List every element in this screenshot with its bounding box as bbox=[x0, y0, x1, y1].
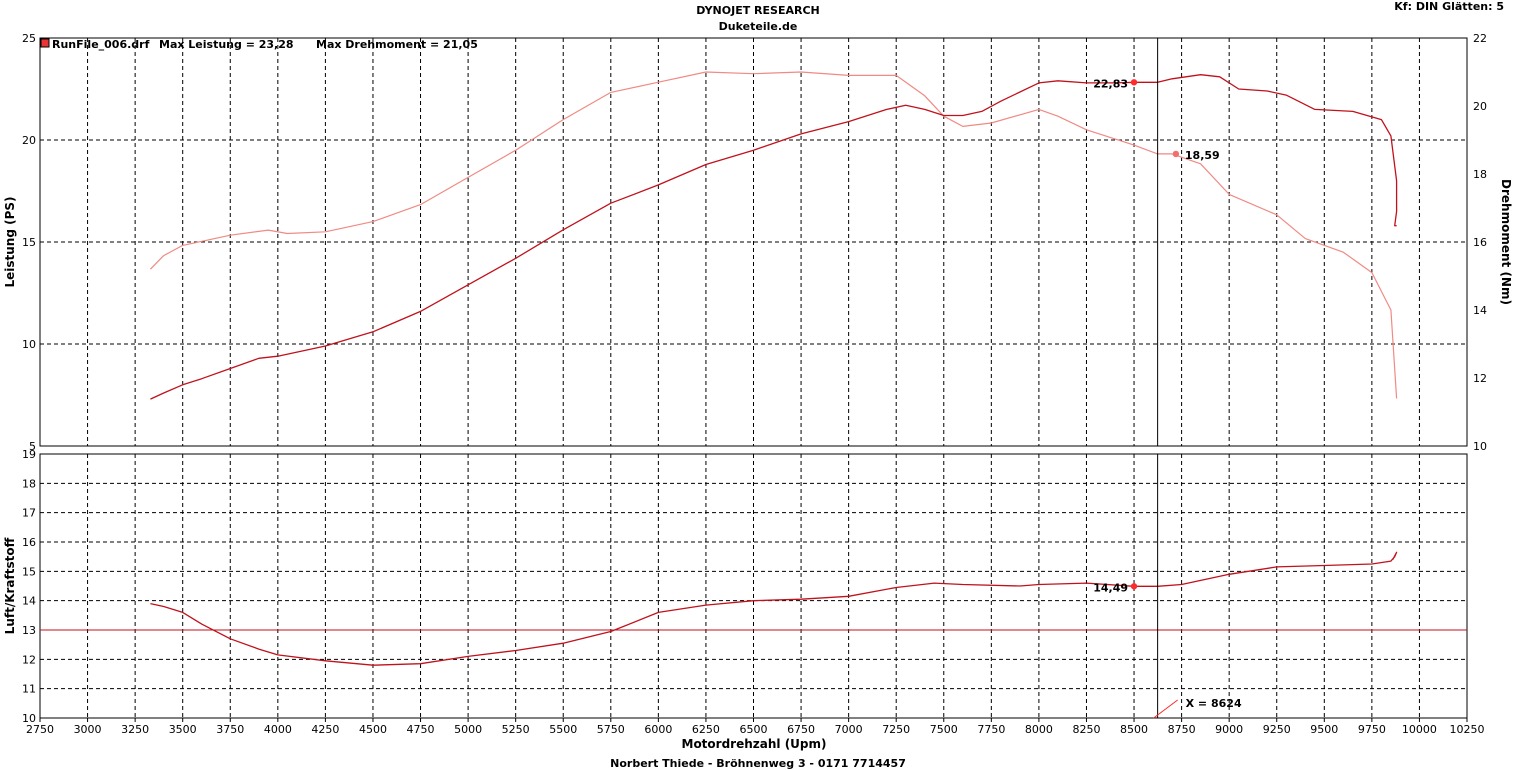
x-tick-label: 5250 bbox=[502, 723, 530, 736]
x-tick-label: 9500 bbox=[1310, 723, 1338, 736]
y-tick-label-left-bottom: 10 bbox=[22, 712, 36, 725]
x-tick-label: 4500 bbox=[359, 723, 387, 736]
x-tick-label: 6500 bbox=[740, 723, 768, 736]
y-tick-label-left-bottom: 18 bbox=[22, 477, 36, 490]
y-tick-label-left-bottom: 19 bbox=[22, 448, 36, 461]
x-tick-label: 10000 bbox=[1402, 723, 1437, 736]
y-tick-label-left-top: 25 bbox=[22, 32, 36, 45]
x-tick-label: 9000 bbox=[1215, 723, 1243, 736]
x-tick-label: 7250 bbox=[882, 723, 910, 736]
y-tick-label-right-top: 10 bbox=[1473, 440, 1487, 453]
x-tick-label: 5750 bbox=[597, 723, 625, 736]
chart-subtitle: Duketeile.de bbox=[719, 20, 798, 33]
x-tick-label: 6000 bbox=[644, 723, 672, 736]
x-tick-label: 10250 bbox=[1450, 723, 1485, 736]
series-layer bbox=[40, 71, 1467, 666]
x-tick-label: 3500 bbox=[169, 723, 197, 736]
y-tick-label-left-top: 15 bbox=[22, 236, 36, 249]
power-marker-label: 22,83 bbox=[1093, 77, 1128, 90]
y-tick-label-right-top: 12 bbox=[1473, 372, 1487, 385]
x-tick-label: 9250 bbox=[1263, 723, 1291, 736]
y-tick-label-right-top: 20 bbox=[1473, 100, 1487, 113]
cursor-x-label: X = 8624 bbox=[1186, 697, 1242, 710]
footer-text: Norbert Thiede - Bröhnenweg 3 - 0171 771… bbox=[610, 757, 906, 770]
y-tick-label-right-top: 14 bbox=[1473, 304, 1487, 317]
bottom-grid bbox=[40, 454, 1467, 718]
y-tick-label-left-top: 10 bbox=[22, 338, 36, 351]
power-marker bbox=[1130, 79, 1138, 86]
x-tick-label: 5500 bbox=[549, 723, 577, 736]
x-tick-label: 8750 bbox=[1168, 723, 1196, 736]
x-tick-label: 5000 bbox=[454, 723, 482, 736]
x-tick-label: 6250 bbox=[692, 723, 720, 736]
left-axis-label-top: Leistung (PS) bbox=[3, 196, 17, 287]
x-tick-label: 6750 bbox=[787, 723, 815, 736]
x-tick-label: 4250 bbox=[311, 723, 339, 736]
y-tick-label-right-top: 16 bbox=[1473, 236, 1487, 249]
x-tick-label: 7500 bbox=[930, 723, 958, 736]
torque-marker-label: 18,59 bbox=[1185, 149, 1220, 162]
torque-marker bbox=[1172, 150, 1180, 158]
y-tick-label-right-top: 22 bbox=[1473, 32, 1487, 45]
legend-swatch[interactable] bbox=[40, 38, 50, 48]
x-tick-label: 3000 bbox=[74, 723, 102, 736]
cursor-pointer bbox=[1153, 699, 1178, 719]
afr-marker-label: 14,49 bbox=[1093, 581, 1128, 594]
x-tick-label: 3250 bbox=[121, 723, 149, 736]
right-axis-label-top: Drehmoment (Nm) bbox=[1499, 179, 1513, 305]
y-tick-label-left-bottom: 15 bbox=[22, 565, 36, 578]
cursor-layer: X = 8624 22,83 18,59 14,49 bbox=[1093, 38, 1242, 719]
y-tick-label-left-top: 5 bbox=[29, 440, 36, 453]
left-axis-label-bottom: Luft/Kraftstoff bbox=[3, 537, 17, 634]
y-tick-label-left-bottom: 14 bbox=[22, 595, 36, 608]
x-tick-label: 4000 bbox=[264, 723, 292, 736]
y-tick-label-left-bottom: 13 bbox=[22, 624, 36, 637]
y-tick-label-left-top: 20 bbox=[22, 134, 36, 147]
x-tick-label: 4750 bbox=[407, 723, 435, 736]
settings-text: Kf: DIN Glätten: 5 bbox=[1394, 0, 1504, 13]
x-tick-label: 7750 bbox=[977, 723, 1005, 736]
top-grid bbox=[40, 38, 1467, 446]
afr-marker bbox=[1130, 583, 1138, 590]
x-axis-label: Motordrehzahl (Upm) bbox=[682, 737, 827, 751]
x-tick-label: 3750 bbox=[216, 723, 244, 736]
y-tick-label-left-bottom: 11 bbox=[22, 683, 36, 696]
power-line bbox=[150, 74, 1398, 400]
legend-run-file: RunFile_006.drf bbox=[52, 38, 150, 51]
legend-max-power: Max Leistung = 23,28 bbox=[159, 38, 294, 51]
x-tick-label: 8500 bbox=[1120, 723, 1148, 736]
x-tick-label: 8000 bbox=[1025, 723, 1053, 736]
x-tick-label: 8250 bbox=[1072, 723, 1100, 736]
y-tick-label-left-bottom: 17 bbox=[22, 507, 36, 520]
chart-title: DYNOJET RESEARCH bbox=[696, 4, 819, 17]
y-tick-label-right-top: 18 bbox=[1473, 168, 1487, 181]
afr-line bbox=[150, 551, 1398, 666]
legend-max-torque: Max Drehmoment = 21,05 bbox=[316, 38, 478, 51]
torque-line bbox=[149, 71, 1398, 399]
x-tick-label: 7000 bbox=[835, 723, 863, 736]
axis-ticks: 2750 3000 3250 3500 3750 4000 4250 4500 4750 5000… bbox=[22, 32, 1487, 736]
x-tick-label: 9750 bbox=[1358, 723, 1386, 736]
y-tick-label-left-bottom: 12 bbox=[22, 653, 36, 666]
y-tick-label-left-bottom: 16 bbox=[22, 536, 36, 549]
x-tick-label: 2750 bbox=[26, 723, 54, 736]
